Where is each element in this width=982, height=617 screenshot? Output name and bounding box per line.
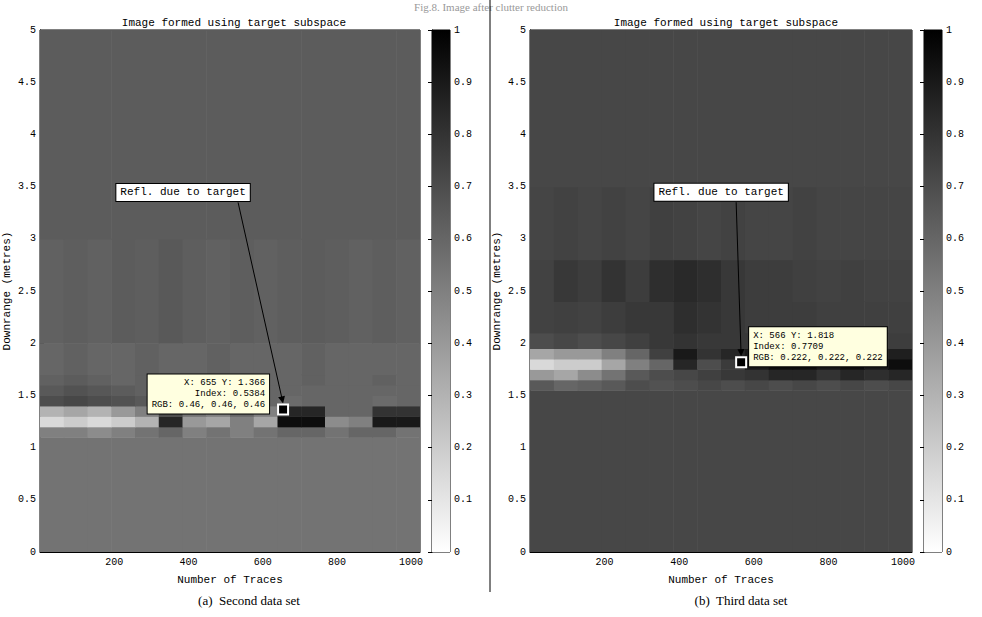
svg-text:Fig.8. Image after clutter red: Fig.8. Image after clutter reduction — [414, 1, 568, 13]
svg-text:1000: 1000 — [399, 557, 423, 568]
svg-text:800: 800 — [819, 557, 837, 568]
svg-text:Refl. due to target: Refl. due to target — [120, 186, 245, 198]
svg-text:4: 4 — [520, 129, 526, 140]
svg-text:0.6: 0.6 — [454, 233, 472, 244]
svg-text:5: 5 — [520, 25, 526, 36]
svg-text:(a) Second data set: (a) Second data set — [198, 593, 300, 608]
svg-text:1: 1 — [520, 442, 526, 453]
svg-text:(b) Third data set: (b) Third data set — [695, 593, 788, 608]
svg-text:0.9: 0.9 — [454, 77, 472, 88]
svg-text:400: 400 — [670, 557, 688, 568]
svg-text:Number of Traces: Number of Traces — [668, 574, 774, 586]
svg-text:0: 0 — [454, 547, 460, 558]
svg-text:0.5: 0.5 — [18, 494, 36, 505]
svg-text:600: 600 — [745, 557, 763, 568]
svg-text:0.3: 0.3 — [946, 390, 964, 401]
svg-text:2: 2 — [30, 338, 36, 349]
svg-text:0.2: 0.2 — [454, 442, 472, 453]
svg-text:2: 2 — [520, 338, 526, 349]
svg-text:600: 600 — [254, 557, 272, 568]
svg-text:Index: 0.5384: Index: 0.5384 — [195, 389, 265, 399]
svg-text:0.7: 0.7 — [946, 181, 964, 192]
svg-text:800: 800 — [328, 557, 346, 568]
svg-text:0.4: 0.4 — [454, 338, 472, 349]
svg-text:4.5: 4.5 — [508, 77, 526, 88]
svg-text:0.5: 0.5 — [454, 286, 472, 297]
svg-text:0.7: 0.7 — [454, 181, 472, 192]
svg-text:0.5: 0.5 — [508, 494, 526, 505]
svg-text:4.5: 4.5 — [18, 77, 36, 88]
svg-text:5: 5 — [30, 25, 36, 36]
svg-text:Refl. due to target: Refl. due to target — [658, 186, 783, 198]
svg-text:0.3: 0.3 — [454, 390, 472, 401]
svg-text:200: 200 — [105, 557, 123, 568]
svg-text:0.5: 0.5 — [946, 286, 964, 297]
svg-text:Downrange (metres): Downrange (metres) — [491, 232, 503, 351]
svg-text:1.5: 1.5 — [508, 390, 526, 401]
svg-text:3: 3 — [520, 233, 526, 244]
svg-text:0.9: 0.9 — [946, 77, 964, 88]
svg-text:Image formed using target subs: Image formed using target subspace — [614, 17, 838, 29]
svg-text:3: 3 — [30, 233, 36, 244]
svg-text:1: 1 — [454, 25, 460, 36]
svg-text:1: 1 — [30, 442, 36, 453]
svg-text:0.4: 0.4 — [946, 338, 964, 349]
svg-text:400: 400 — [179, 557, 197, 568]
svg-text:0: 0 — [30, 547, 36, 558]
svg-text:0.6: 0.6 — [946, 233, 964, 244]
svg-text:1.5: 1.5 — [18, 390, 36, 401]
svg-text:Downrange (metres): Downrange (metres) — [1, 232, 13, 351]
svg-text:0.2: 0.2 — [946, 442, 964, 453]
svg-text:RGB: 0.222, 0.222, 0.222: RGB: 0.222, 0.222, 0.222 — [753, 353, 883, 363]
svg-text:0.8: 0.8 — [454, 129, 472, 140]
svg-text:Index: 0.7709: Index: 0.7709 — [753, 342, 823, 352]
svg-text:0.8: 0.8 — [946, 129, 964, 140]
svg-text:2.5: 2.5 — [18, 286, 36, 297]
svg-text:0.1: 0.1 — [946, 494, 964, 505]
svg-text:Number of Traces: Number of Traces — [177, 574, 283, 586]
svg-text:3.5: 3.5 — [508, 181, 526, 192]
svg-text:2.5: 2.5 — [508, 286, 526, 297]
svg-text:RGB: 0.46, 0.46, 0.46: RGB: 0.46, 0.46, 0.46 — [152, 400, 265, 410]
svg-text:X: 566 Y: 1.818: X: 566 Y: 1.818 — [753, 331, 834, 341]
svg-text:1000: 1000 — [891, 557, 915, 568]
svg-text:X: 655 Y: 1.366: X: 655 Y: 1.366 — [184, 378, 265, 388]
svg-text:3.5: 3.5 — [18, 181, 36, 192]
svg-text:0.1: 0.1 — [454, 494, 472, 505]
svg-text:4: 4 — [30, 129, 36, 140]
svg-text:0: 0 — [946, 547, 952, 558]
svg-text:Image formed using target subs: Image formed using target subspace — [122, 17, 346, 29]
svg-text:0: 0 — [520, 547, 526, 558]
svg-text:200: 200 — [596, 557, 614, 568]
svg-text:1: 1 — [946, 25, 952, 36]
